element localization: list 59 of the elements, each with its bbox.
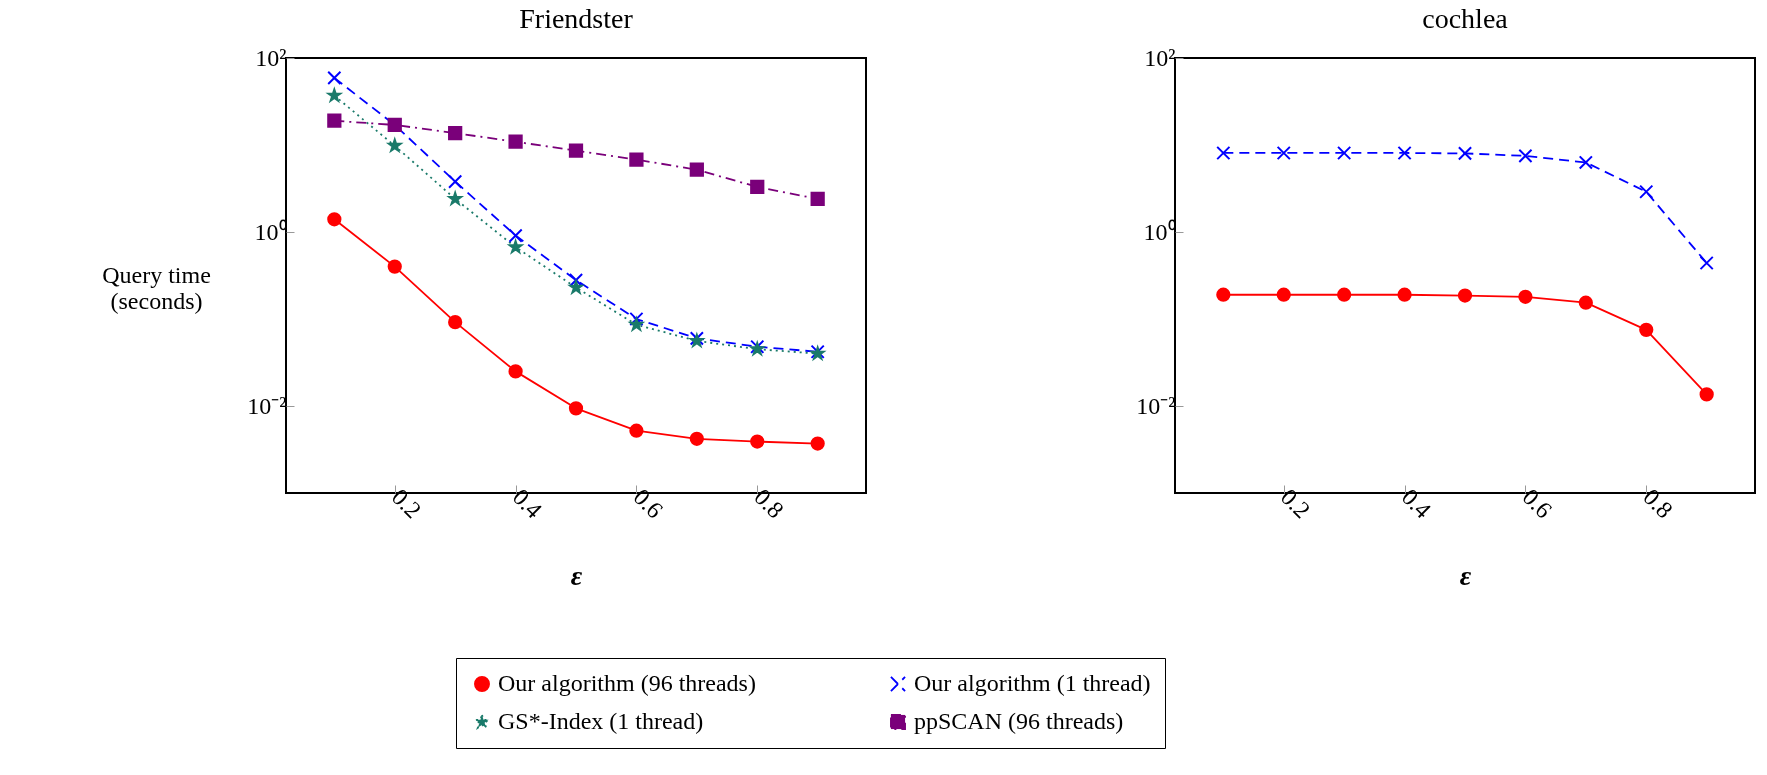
point (448, 174, 463, 189)
point (1337, 145, 1352, 161)
point (327, 70, 342, 86)
point (568, 272, 584, 288)
chart-title: Friendster (519, 3, 634, 34)
legend-label: Our algorithm (1 thread) (914, 670, 1151, 696)
point (1216, 145, 1231, 161)
point (689, 431, 704, 446)
point (629, 423, 644, 438)
point (1397, 287, 1412, 302)
chart-title: cochlea (1422, 3, 1509, 34)
point (1397, 145, 1412, 161)
point (1518, 148, 1533, 163)
point (568, 401, 584, 416)
point (1578, 155, 1593, 170)
legend-label: ppSCAN (96 threads) (914, 708, 1124, 734)
point (627, 315, 646, 333)
point (1518, 289, 1533, 304)
y-tick-label: 10² (255, 44, 287, 71)
point (1578, 295, 1593, 310)
point (508, 364, 523, 379)
point (508, 134, 523, 149)
point (750, 179, 765, 195)
point (448, 125, 463, 141)
point (508, 228, 523, 243)
point (567, 278, 585, 296)
point (810, 436, 825, 451)
point (446, 189, 464, 207)
y-tick-label: 10⁻² (1136, 392, 1176, 419)
legend-label: Our algorithm (96 threads) (498, 670, 756, 696)
point (1457, 146, 1473, 161)
point (1639, 184, 1654, 199)
point (325, 86, 343, 104)
point (750, 434, 765, 449)
point (810, 191, 825, 207)
x-axis-title: ε (570, 560, 583, 592)
point (327, 113, 342, 128)
point (568, 143, 584, 158)
point (506, 238, 525, 255)
point (448, 315, 463, 330)
point (1337, 287, 1352, 302)
point (387, 259, 402, 274)
point (1699, 255, 1714, 271)
y-axis-title: Query time (seconds) (102, 261, 211, 314)
point (1276, 287, 1291, 302)
point (629, 311, 644, 327)
point (1216, 287, 1231, 302)
point (689, 162, 704, 177)
y-tick-label: 10⁻² (247, 392, 287, 419)
y-tick-label: 10² (1144, 44, 1176, 71)
point (1639, 322, 1654, 337)
point (1276, 145, 1291, 161)
point (327, 212, 342, 227)
point (629, 152, 644, 167)
point (1699, 387, 1714, 402)
point (1457, 288, 1473, 303)
legend-label: GS*-Index (1 thread) (498, 708, 704, 734)
x-axis-title: ε (1459, 560, 1472, 592)
point (386, 136, 404, 154)
